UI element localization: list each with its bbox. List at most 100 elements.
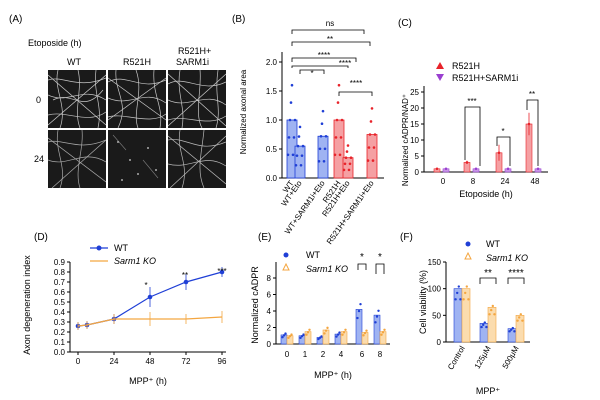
panel-e-dot-0-0-0	[281, 335, 284, 339]
panel-b-dot-0-1	[287, 136, 291, 139]
micrograph-wt-24h	[48, 130, 106, 188]
panel-c-bar-1-0	[442, 168, 450, 173]
panel-e-legend-wt: WT	[306, 250, 320, 260]
panel-b-dot-2-5	[322, 159, 326, 163]
panel-f-dot-0-1-2	[483, 321, 486, 324]
panel-b-dot-2-2	[319, 134, 323, 138]
panel-c-ytick-label-2: 10	[410, 136, 419, 145]
panel-b-ytick-label-0: 0.0	[266, 174, 278, 183]
panel-e-bar-0-2	[316, 337, 324, 345]
panel-c-bar-1-1	[472, 168, 480, 173]
panel-b-bar-1	[294, 145, 306, 179]
panel-d-pt-0-0	[75, 323, 81, 329]
panel-e-dot-1-2-0	[323, 332, 326, 335]
panel-b-sig-4: **	[327, 35, 333, 44]
panel-b-dot-1-4	[298, 125, 302, 129]
panel-f-dot-0-1-1	[482, 323, 485, 327]
panel-d-line-0	[77, 271, 223, 327]
panel-f-dot-1-1-0	[488, 313, 491, 316]
panel-e-dot-0-4-2	[359, 302, 362, 306]
panel-b-dot-3-6	[339, 136, 343, 139]
panel-f-ytick-label-1: 50	[432, 311, 441, 320]
panel-d-ytick-label-6: 0.6	[54, 288, 66, 297]
panel-c-bar-0-3	[525, 123, 533, 173]
panel-e-dot-0-1-2	[302, 333, 305, 336]
panel-b-dot-3-2	[335, 118, 339, 122]
panel-c-sig-0: ***	[467, 97, 476, 106]
panel-b-dot-4-1	[343, 162, 347, 166]
panel-d-xtick-label-3: 72	[182, 357, 191, 366]
panel-b-dot-3-3	[336, 101, 340, 104]
panel-b-xlabel-5: R521H+SARM1i+Eto	[325, 179, 376, 247]
panel-b-ylabel: Normalized axonal area	[239, 69, 248, 154]
panel-c-bar-1-3	[534, 168, 542, 173]
micrograph-wt-0h	[48, 70, 106, 128]
panel-c-sig-2: **	[529, 90, 535, 99]
panel-e-dot-1-3-2	[344, 328, 347, 331]
panel-e-dot-1-4-1	[363, 331, 367, 335]
panel-e-ytick-label-0: 0	[267, 340, 272, 349]
panel-a-row-24: 24	[34, 154, 45, 164]
panel-b-bar-3	[333, 119, 345, 179]
panel-d-sig-1: **	[182, 271, 188, 280]
panel-c-pt-1-2	[506, 167, 510, 171]
panel-b-bar-2	[317, 135, 329, 179]
panel-c-xlabel: Etoposide (h)	[459, 189, 513, 199]
panel-f-ylabel: Cell viability (%)	[418, 270, 428, 334]
panel-f-xtick-label-1: 125μM	[473, 344, 493, 370]
panel-f-dot-0-1-3	[485, 325, 488, 329]
panel-f-legend-marker-wt	[465, 241, 471, 247]
panel-b-ytick-label-1: 0.5	[266, 145, 278, 154]
panel-c-legend-marker-r521h	[436, 62, 444, 69]
panel-b-dot-0-7	[293, 118, 297, 122]
panel-d-ytick-label-7: 0.7	[54, 278, 66, 287]
panel-b-dot-1-7	[301, 144, 305, 148]
panel-f-xtick-label-0: Control	[446, 344, 467, 371]
panel-e-dot-1-1-2	[308, 328, 311, 331]
panel-e-bar-1-0	[286, 335, 294, 345]
panel-d-ylabel: Axon degeneration index	[22, 255, 32, 355]
panel-b-dot-0-3	[289, 101, 293, 104]
panel-f-dot-0-2-0	[508, 330, 511, 333]
panel-b-dot-4-3	[345, 150, 349, 153]
panel-e-dot-0-2-0	[317, 337, 320, 341]
panel-b-dot-1-0	[294, 163, 298, 167]
panel-e-legend-marker-ko	[282, 262, 290, 271]
panel-b-dot-5-5	[371, 159, 375, 162]
panel-d-ytick-label-9: 0.9	[54, 258, 66, 267]
panel-c-xtick-label-2: 24	[501, 177, 510, 186]
panel-f-xlabel: MPP⁺	[476, 386, 501, 396]
panel-f-dot-1-2-2	[519, 313, 522, 316]
panel-e-ytick-label-4: 8	[267, 274, 272, 283]
panel-d-ytick-label-3: 0.3	[54, 318, 66, 327]
panel-b-xlabel-2: WT+SARM1i+Eto	[283, 179, 327, 236]
panel-e-dot-0-5-2	[377, 309, 380, 312]
panel-e-dot-1-4-2	[365, 329, 368, 332]
panel-d-line-1	[77, 316, 223, 327]
panel-d-sig-0: *	[144, 281, 147, 290]
panel-b-dot-5-3	[369, 120, 373, 123]
panel-f-sig-1: ****	[508, 268, 524, 279]
panel-e-ytick-label-3: 6	[267, 291, 272, 300]
panel-b-dot-0-0	[286, 153, 290, 157]
panel-b-dot-0-2	[288, 118, 292, 122]
panel-d-xtick-label-1: 24	[110, 357, 119, 366]
panel-f-ytick-label-2: 100	[428, 285, 442, 294]
panel-c-pt-1-1	[474, 167, 478, 171]
panel-e-dot-0-2-1	[318, 336, 322, 339]
micrograph-r521h-0h	[108, 70, 166, 128]
panel-b-dot-2-1	[318, 147, 322, 151]
panel-e-bar-0-5	[373, 314, 381, 345]
panel-b-dot-1-2	[296, 144, 300, 148]
panel-c-ytick-label-5: 25	[410, 88, 419, 97]
panel-a-row-0: 0	[36, 95, 42, 105]
panel-f-dot-1-0-0	[462, 298, 465, 301]
panel-b-dot-2-0	[317, 159, 321, 163]
panel-e-bar-0-3	[334, 333, 342, 345]
panel-d-ytick-label-8: 0.8	[54, 268, 66, 277]
panel-a-col-r521h-plus: R521H+	[178, 46, 212, 56]
panel-f-dot-0-0-0	[454, 298, 457, 301]
panel-b-ytick-label-3: 1.5	[266, 87, 278, 96]
